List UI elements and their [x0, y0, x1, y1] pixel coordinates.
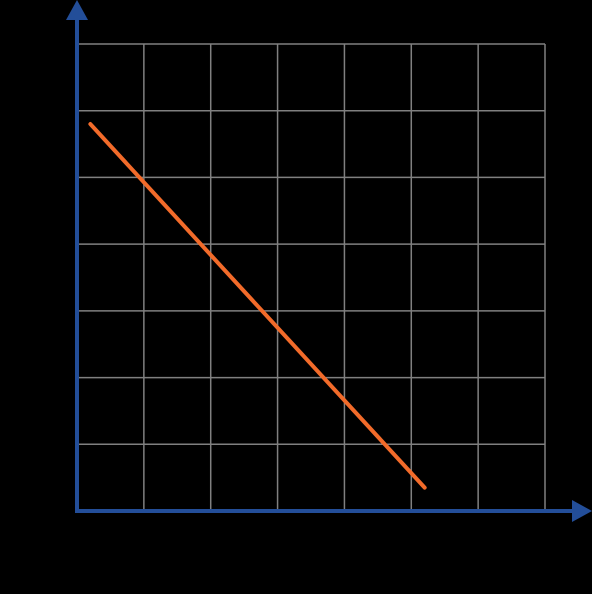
x-axis-arrow-icon	[572, 500, 592, 522]
axes	[66, 0, 592, 522]
grid	[76, 43, 546, 512]
series-layer	[88, 122, 427, 490]
y-axis-arrow-icon	[66, 0, 88, 20]
series-line-0	[88, 122, 427, 490]
